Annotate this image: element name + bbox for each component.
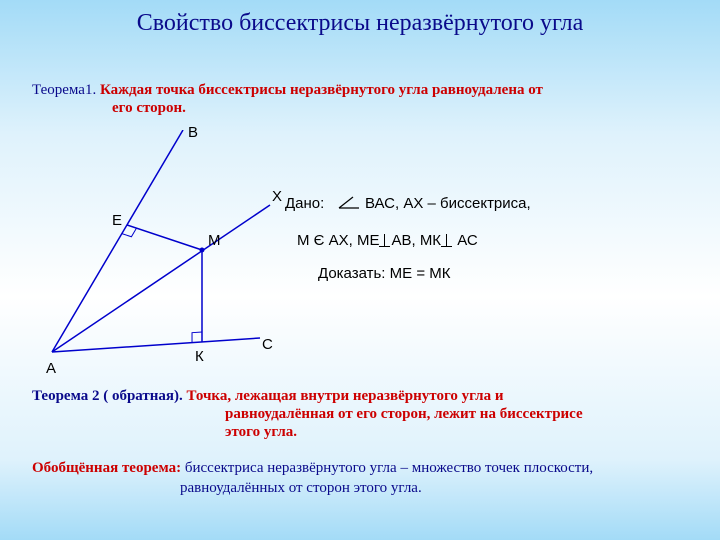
cond-part2: АВ, МК <box>391 232 441 249</box>
summary-line1: Обобщённая теорема: биссектриса неразвёр… <box>32 460 593 477</box>
given-label: Дано: <box>285 195 324 212</box>
theorem2-label: Теорема 2 ( обратная). <box>32 388 183 404</box>
point-label-A: А <box>46 360 56 377</box>
given-block: Дано: ВАС, АХ – биссектриса, <box>285 195 531 212</box>
theorem1-text1: Каждая точка биссектрисы неразвёрнутого … <box>100 82 543 98</box>
perp-icon <box>379 234 391 247</box>
cond-part1: М Є АХ, МЕ <box>297 232 379 249</box>
theorem2-text3: этого угла. <box>225 424 297 441</box>
summary-text1: биссектриса неразвёрнутого угла – множес… <box>185 460 593 476</box>
point-label-X: Х <box>272 188 282 205</box>
perp-icon <box>441 234 453 247</box>
page-title: Свойство биссектрисы неразвёрнутого угла <box>0 0 720 38</box>
given-conditions: М Є АХ, МЕ АВ, МК АС <box>297 232 478 249</box>
diagram-svg <box>40 130 300 380</box>
cond-part3: АС <box>453 232 478 249</box>
given-angle-text: ВАС, АХ – биссектриса, <box>365 195 531 212</box>
theorem2-line1: Теорема 2 ( обратная). Точка, лежащая вн… <box>32 388 504 405</box>
point-label-M: М <box>208 232 221 249</box>
angle-icon <box>337 196 361 210</box>
point-label-E: Е <box>112 212 122 229</box>
summary-label: Обобщённая теорема: <box>32 460 185 476</box>
point-label-B: В <box>188 124 198 141</box>
prove-line: Доказать: МЕ = МК <box>318 265 450 282</box>
theorem2-text2: равноудалённая от его сторон, лежит на б… <box>225 406 583 423</box>
point-label-C: С <box>262 336 273 353</box>
theorem1-line1: Теорема1. Каждая точка биссектрисы нераз… <box>32 82 543 99</box>
summary-text2: равноудалённых от сторон этого угла. <box>180 480 422 497</box>
point-label-K: К <box>195 348 204 365</box>
bisector-diagram: АВСХМЕК <box>40 130 300 380</box>
theorem1-text2: его сторон. <box>112 100 186 117</box>
theorem1-label: Теорема1. <box>32 82 100 98</box>
theorem2-text1: Точка, лежащая внутри неразвёрнутого угл… <box>187 388 504 404</box>
